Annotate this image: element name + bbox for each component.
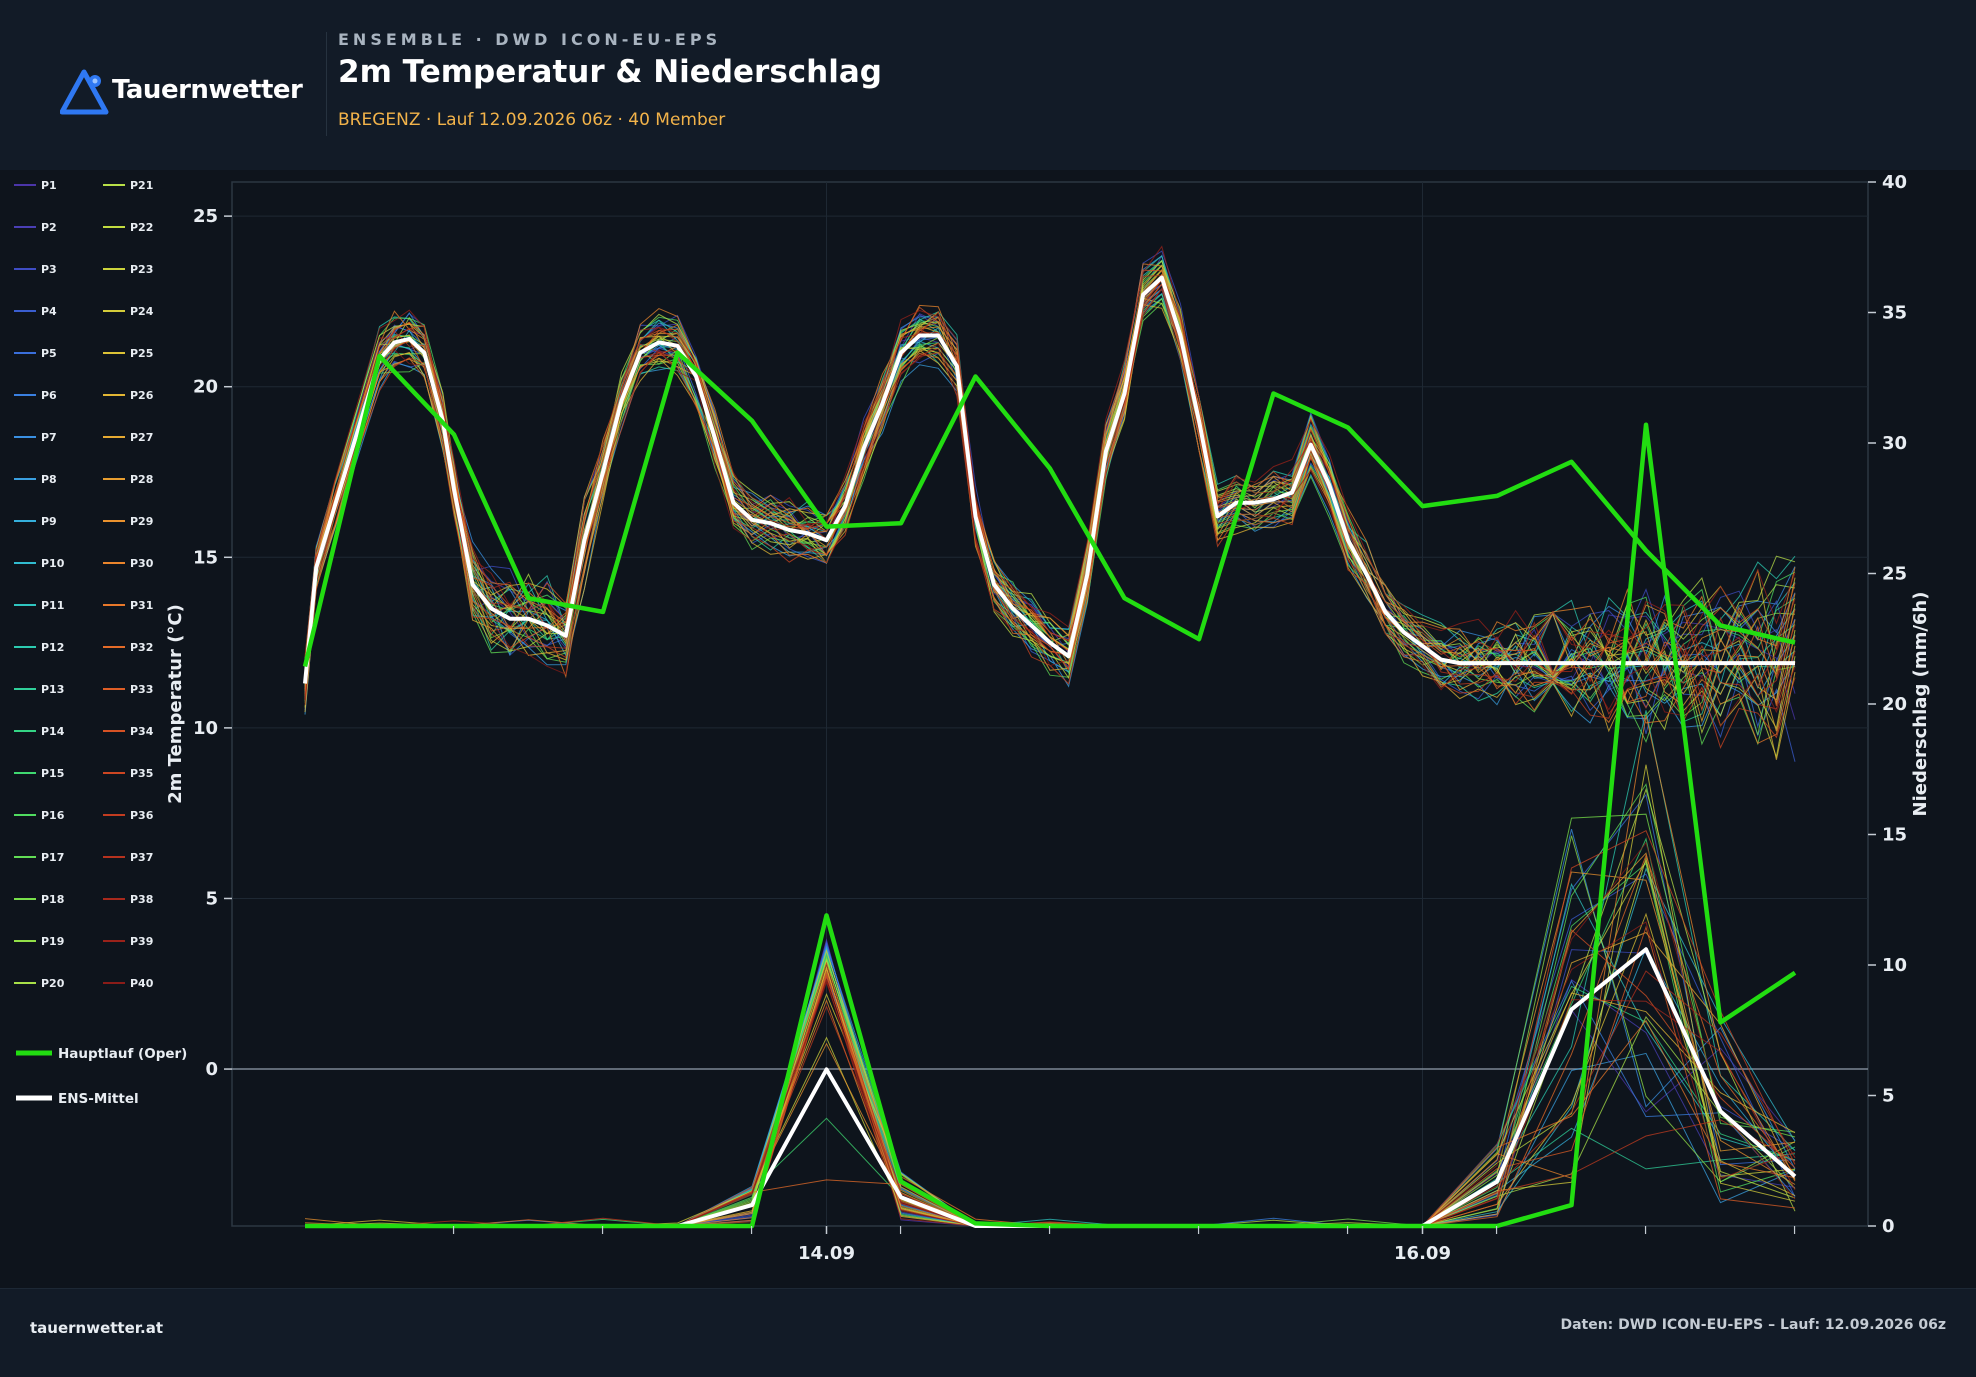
legend-label: P1 bbox=[41, 179, 57, 192]
header: Tauernwetter ENSEMBLE · DWD ICON-EU-EPS … bbox=[0, 0, 1976, 170]
legend-label: P34 bbox=[130, 725, 154, 738]
member-temp-line bbox=[304, 260, 1796, 659]
legend-label: P40 bbox=[130, 977, 154, 990]
legend-label: P19 bbox=[41, 935, 64, 948]
mountain-logo-icon bbox=[60, 69, 109, 115]
legend-label: P9 bbox=[41, 515, 57, 528]
legend-label: P11 bbox=[41, 599, 64, 612]
legend-label: P3 bbox=[41, 263, 57, 276]
legend-label: P14 bbox=[41, 725, 65, 738]
y2-tick-label: 35 bbox=[1882, 303, 1907, 324]
legend-label: P16 bbox=[41, 809, 65, 822]
legend-label: P32 bbox=[130, 641, 153, 654]
legend: P1 P2 P3 P4 P5 P6 P7 P8 P9 P10 P11 P12 P13 P14 P15 P16 P… bbox=[14, 179, 187, 1107]
header-divider bbox=[326, 32, 327, 136]
legend-label: P15 bbox=[41, 767, 64, 780]
y2-tick-label: 10 bbox=[1882, 955, 1907, 976]
data-credit: Daten: DWD ICON-EU-EPS – Lauf: 12.09.202… bbox=[1560, 1317, 1946, 1333]
footer: tauernwetter.at Daten: DWD ICON-EU-EPS –… bbox=[0, 1288, 1976, 1377]
legend-label: P8 bbox=[41, 473, 57, 486]
ens-mean-temp-line bbox=[303, 275, 1795, 684]
legend-label: P35 bbox=[130, 767, 153, 780]
axes: 0 5 10 15 20 25 0 5 10 15 20 25 30 35 40 14.09 16.09 2m T… bbox=[165, 172, 1931, 1264]
legend-label: P2 bbox=[41, 221, 57, 234]
legend-label: P13 bbox=[41, 683, 64, 696]
legend-label: P7 bbox=[41, 431, 57, 444]
y2-tick-label: 0 bbox=[1882, 1216, 1895, 1237]
legend-label: P21 bbox=[130, 179, 153, 192]
y-tick-label: 5 bbox=[205, 888, 218, 909]
legend-label: P38 bbox=[130, 893, 153, 906]
legend-label: P18 bbox=[41, 893, 64, 906]
y2-tick-label: 15 bbox=[1882, 825, 1907, 846]
legend-label: P17 bbox=[41, 851, 64, 864]
member-temp-line bbox=[304, 304, 1796, 760]
y2-tick-label: 30 bbox=[1882, 433, 1907, 454]
y2-tick-label: 25 bbox=[1882, 564, 1907, 585]
y2-tick-label: 5 bbox=[1882, 1086, 1895, 1107]
member-temp-line bbox=[304, 255, 1796, 673]
member-temp-line bbox=[304, 278, 1796, 700]
chart-subtitle: BREGENZ · Lauf 12.09.2026 06z · 40 Membe… bbox=[338, 110, 726, 130]
brand-name: Tauernwetter bbox=[112, 75, 303, 105]
oper-temp-line bbox=[302, 350, 1796, 668]
legend-label: P39 bbox=[130, 935, 153, 948]
member-temp-line bbox=[304, 283, 1796, 715]
x-tick-label: 14.09 bbox=[798, 1243, 855, 1264]
member-temp-line bbox=[304, 245, 1796, 658]
legend-label: P23 bbox=[130, 263, 153, 276]
y-tick-label: 25 bbox=[193, 206, 218, 227]
x-tick-label: 16.09 bbox=[1394, 1243, 1451, 1264]
legend-label: P36 bbox=[130, 809, 154, 822]
legend-mean-label: ENS-Mittel bbox=[58, 1091, 139, 1107]
legend-label: P20 bbox=[41, 977, 65, 990]
logo[interactable]: Tauernwetter bbox=[60, 66, 303, 116]
y-tick-label: 15 bbox=[193, 547, 218, 568]
y2-axis-title: Niederschlag (mm/6h) bbox=[1910, 592, 1931, 817]
legend-label: P5 bbox=[41, 347, 57, 360]
y-tick-label: 0 bbox=[205, 1059, 218, 1080]
chart-title: 2m Temperatur & Niederschlag bbox=[338, 54, 882, 90]
legend-label: P37 bbox=[130, 851, 153, 864]
legend-label: P4 bbox=[41, 305, 57, 318]
y2-tick-label: 40 bbox=[1882, 172, 1907, 193]
y-axis-title: 2m Temperatur (°C) bbox=[165, 604, 186, 804]
legend-label: P30 bbox=[130, 557, 154, 570]
legend-label: P31 bbox=[130, 599, 153, 612]
legend-label: P28 bbox=[130, 473, 153, 486]
y-tick-label: 20 bbox=[193, 377, 218, 398]
legend-label: P6 bbox=[41, 389, 57, 402]
legend-label: P26 bbox=[130, 389, 154, 402]
member-temp-line bbox=[304, 287, 1796, 728]
legend-label: P27 bbox=[130, 431, 153, 444]
y-tick-label: 10 bbox=[193, 718, 218, 739]
legend-label: P33 bbox=[130, 683, 153, 696]
y2-tick-label: 20 bbox=[1882, 694, 1907, 715]
ensemble-chart: 0 5 10 15 20 25 0 5 10 15 20 25 30 35 40 14.09 16.09 2m T… bbox=[14, 172, 1931, 1264]
legend-label: P22 bbox=[130, 221, 153, 234]
legend-label: P25 bbox=[130, 347, 153, 360]
member-temp-line bbox=[304, 274, 1796, 688]
legend-label: P10 bbox=[41, 557, 65, 570]
member-temp-line bbox=[304, 269, 1796, 675]
legend-oper-label: Hauptlauf (Oper) bbox=[58, 1046, 187, 1062]
member-temp-line bbox=[304, 302, 1796, 746]
chart-kicker: ENSEMBLE · DWD ICON-EU-EPS bbox=[338, 30, 722, 49]
site-link[interactable]: tauernwetter.at bbox=[30, 1319, 164, 1337]
legend-label: P12 bbox=[41, 641, 64, 654]
legend-label: P24 bbox=[130, 305, 154, 318]
legend-label: P29 bbox=[130, 515, 153, 528]
